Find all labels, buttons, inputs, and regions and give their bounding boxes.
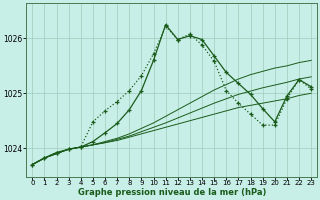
X-axis label: Graphe pression niveau de la mer (hPa): Graphe pression niveau de la mer (hPa) <box>77 188 266 197</box>
